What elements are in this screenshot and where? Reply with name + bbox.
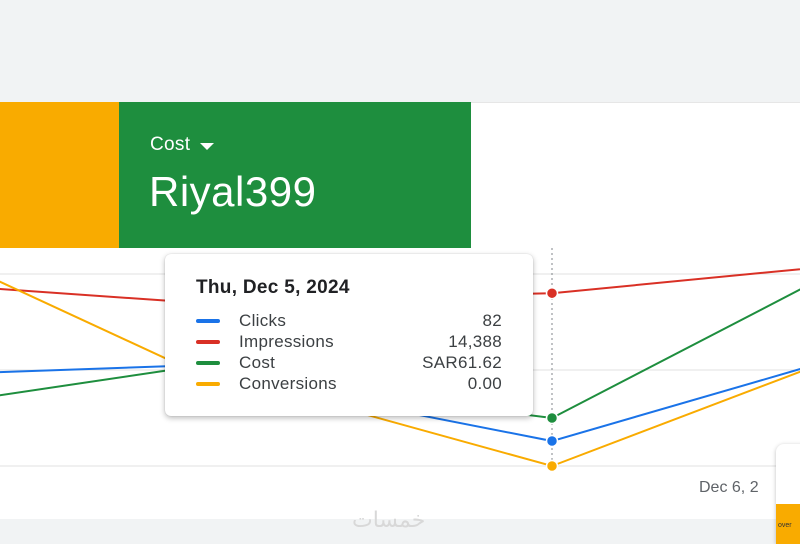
tooltip-metric-name: Clicks	[239, 311, 287, 330]
legend-swatch	[196, 382, 220, 386]
data-point-conversions[interactable]	[545, 459, 559, 473]
kpi-cost-dropdown[interactable]: Cost	[150, 134, 215, 156]
legend-swatch	[196, 361, 220, 365]
kpi-cost-label: Cost	[150, 134, 191, 155]
legend-swatch	[196, 319, 220, 323]
tooltip-metric-name: Conversions	[239, 374, 337, 393]
watermark-logo: خمسات	[352, 508, 426, 533]
x-axis-tick-label: Dec 6, 2	[699, 479, 759, 496]
tooltip-metric-value: SAR61.62	[422, 353, 502, 372]
legend-swatch	[196, 340, 220, 344]
tooltip-row-impressions: Impressions 14,388	[196, 332, 502, 353]
chevron-down-icon	[200, 143, 215, 150]
side-panel-accent	[776, 504, 800, 544]
data-point-impressions[interactable]	[545, 286, 559, 300]
side-panel-peek[interactable]: over	[776, 444, 800, 544]
tooltip-row-cost: Cost SAR61.62	[196, 353, 502, 374]
data-point-clicks[interactable]	[545, 434, 559, 448]
tooltip-metric-value: 14,388	[448, 332, 502, 351]
tooltip-metric-name: Impressions	[239, 332, 334, 351]
tooltip-metric-value: 82	[482, 311, 502, 330]
tooltip-metric-value: 0.00	[467, 374, 502, 393]
chart-tooltip: Thu, Dec 5, 2024 Clicks 82 Impressions 1…	[165, 254, 533, 416]
tooltip-date: Thu, Dec 5, 2024	[196, 277, 350, 298]
data-point-cost[interactable]	[545, 411, 559, 425]
kpi-cost-value: Riyal399	[149, 168, 317, 215]
kpi-tile-cost[interactable]: Cost Riyal399	[119, 102, 471, 248]
tooltip-row-clicks: Clicks 82	[196, 311, 502, 332]
tooltip-row-conversions: Conversions 0.00	[196, 374, 502, 395]
tooltip-metric-name: Cost	[239, 353, 276, 372]
side-panel-text: over	[778, 522, 792, 529]
kpi-tile-conversions[interactable]	[0, 102, 119, 248]
